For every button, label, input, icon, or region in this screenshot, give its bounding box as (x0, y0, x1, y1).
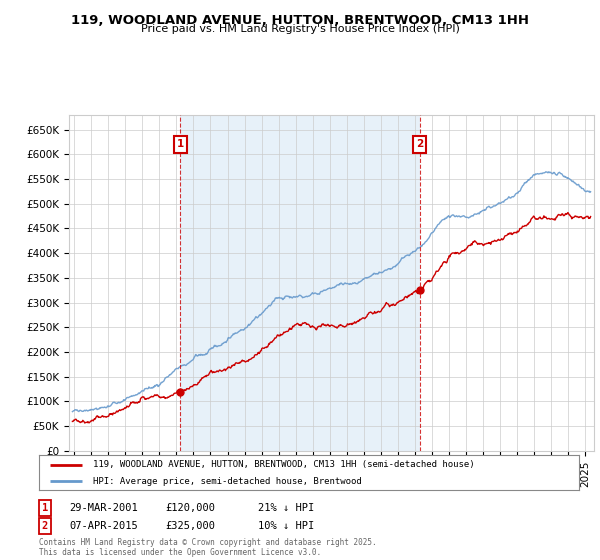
Text: 07-APR-2015: 07-APR-2015 (69, 521, 138, 531)
Text: Contains HM Land Registry data © Crown copyright and database right 2025.
This d: Contains HM Land Registry data © Crown c… (39, 538, 377, 557)
Text: 119, WOODLAND AVENUE, HUTTON, BRENTWOOD, CM13 1HH: 119, WOODLAND AVENUE, HUTTON, BRENTWOOD,… (71, 14, 529, 27)
Text: HPI: Average price, semi-detached house, Brentwood: HPI: Average price, semi-detached house,… (93, 477, 362, 486)
Text: 1: 1 (177, 139, 184, 150)
Text: 2: 2 (42, 521, 48, 531)
Bar (181, 115, 419, 451)
Text: £120,000: £120,000 (165, 503, 215, 513)
Text: 2: 2 (416, 139, 423, 150)
Text: Price paid vs. HM Land Registry's House Price Index (HPI): Price paid vs. HM Land Registry's House … (140, 24, 460, 34)
Text: 29-MAR-2001: 29-MAR-2001 (69, 503, 138, 513)
Text: 21% ↓ HPI: 21% ↓ HPI (258, 503, 314, 513)
Text: 119, WOODLAND AVENUE, HUTTON, BRENTWOOD, CM13 1HH (semi-detached house): 119, WOODLAND AVENUE, HUTTON, BRENTWOOD,… (93, 460, 475, 469)
Text: 10% ↓ HPI: 10% ↓ HPI (258, 521, 314, 531)
Text: £325,000: £325,000 (165, 521, 215, 531)
Text: 1: 1 (42, 503, 48, 513)
